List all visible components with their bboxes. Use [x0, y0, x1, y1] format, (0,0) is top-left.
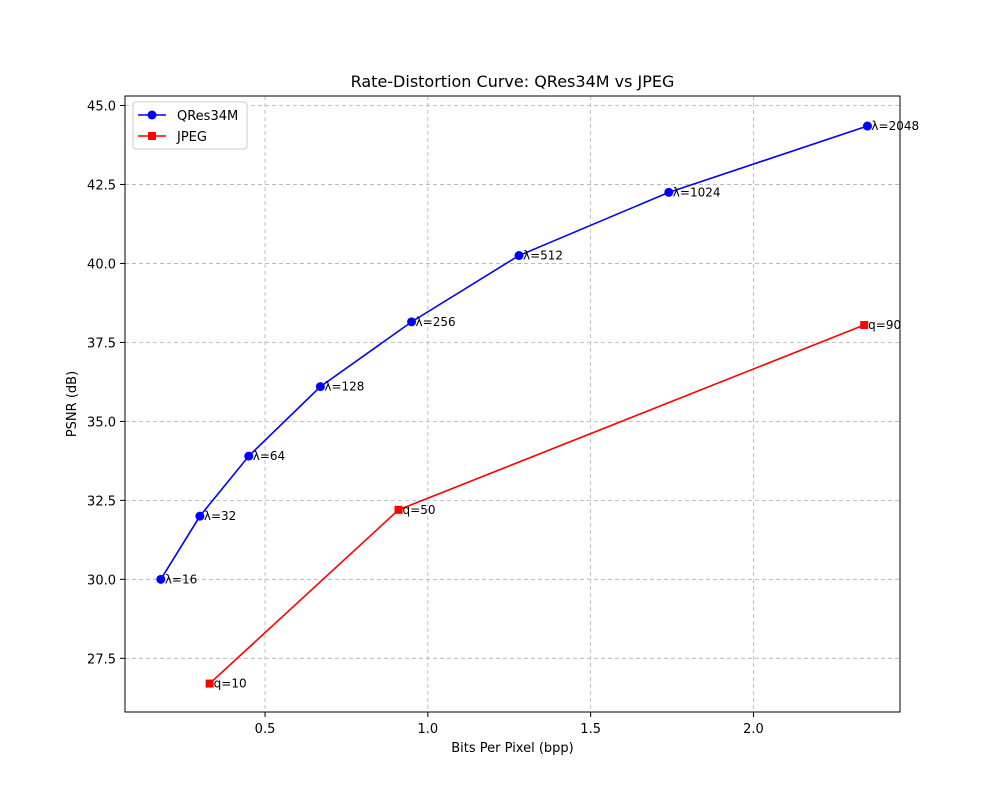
legend-entry-jpeg: JPEG — [176, 130, 207, 145]
y-tick-label: 37.5 — [87, 336, 116, 351]
data-label-qres34m: λ=64 — [253, 449, 285, 463]
legend: QRes34M JPEG — [132, 101, 248, 150]
y-tick-label: 32.5 — [87, 494, 116, 509]
x-tick-label: 1.5 — [580, 722, 601, 737]
data-label-jpeg: q=50 — [403, 503, 436, 517]
data-point-jpeg — [860, 321, 869, 330]
plot-frame — [124, 95, 901, 713]
x-tick-label: 0.5 — [255, 722, 276, 737]
grid — [125, 96, 900, 712]
x-tick-label: 1.0 — [417, 722, 438, 737]
y-axis-label: PSNR (dB) — [65, 371, 80, 437]
data-point-qres34m — [315, 382, 325, 392]
data-label-qres34m: λ=2048 — [871, 119, 919, 133]
series-layer: λ=16 λ=32 λ=64 λ=128 λ=256 λ=512 λ=1024 λ=2048 q… — [156, 119, 919, 691]
data-point-qres34m — [407, 317, 417, 327]
data-label-jpeg: q=90 — [868, 318, 901, 332]
x-axis-label: Bits Per Pixel (bpp) — [451, 741, 573, 756]
y-tick-label: 35.0 — [87, 415, 116, 430]
legend-entry-qres34m: QRes34M — [177, 109, 238, 124]
chart-title: Rate-Distortion Curve: QRes34M vs JPEG — [351, 72, 675, 91]
data-label-jpeg: q=10 — [214, 677, 247, 691]
data-label-qres34m: λ=16 — [165, 572, 197, 586]
y-tick-label: 40.0 — [87, 257, 116, 272]
data-label-qres34m: λ=128 — [324, 380, 364, 394]
series-jpeg: q=10 q=50 q=90 — [205, 318, 901, 691]
x-tick-label: 2.0 — [743, 722, 764, 737]
data-label-qres34m: λ=256 — [416, 315, 456, 329]
data-label-qres34m: λ=1024 — [673, 185, 721, 199]
data-point-qres34m — [195, 511, 205, 521]
data-point-qres34m — [244, 451, 254, 461]
data-point-jpeg — [394, 505, 403, 514]
data-point-qres34m — [664, 187, 674, 197]
y-tick-label: 42.5 — [87, 178, 116, 193]
series-line-qres34m — [160, 125, 868, 580]
y-tick-label: 30.0 — [87, 573, 116, 588]
data-point-jpeg — [205, 679, 214, 688]
y-tick-label: 27.5 — [87, 652, 116, 667]
data-point-qres34m — [514, 251, 524, 261]
data-point-qres34m — [862, 121, 872, 131]
legend-box — [132, 101, 248, 150]
ticks: 0.5 1.0 1.5 2.0 27.5 30.0 32.5 35.0 37.5 40.0 42.5… — [87, 99, 764, 737]
series-qres34m: λ=16 λ=32 λ=64 λ=128 λ=256 λ=512 λ=1024 λ=2048 — [156, 119, 919, 586]
legend-marker-qres34m — [147, 110, 157, 120]
data-label-qres34m: λ=512 — [523, 249, 563, 263]
data-label-qres34m: λ=32 — [204, 509, 236, 523]
data-point-qres34m — [156, 574, 166, 584]
legend-marker-jpeg — [148, 132, 156, 140]
y-tick-label: 45.0 — [87, 99, 116, 114]
